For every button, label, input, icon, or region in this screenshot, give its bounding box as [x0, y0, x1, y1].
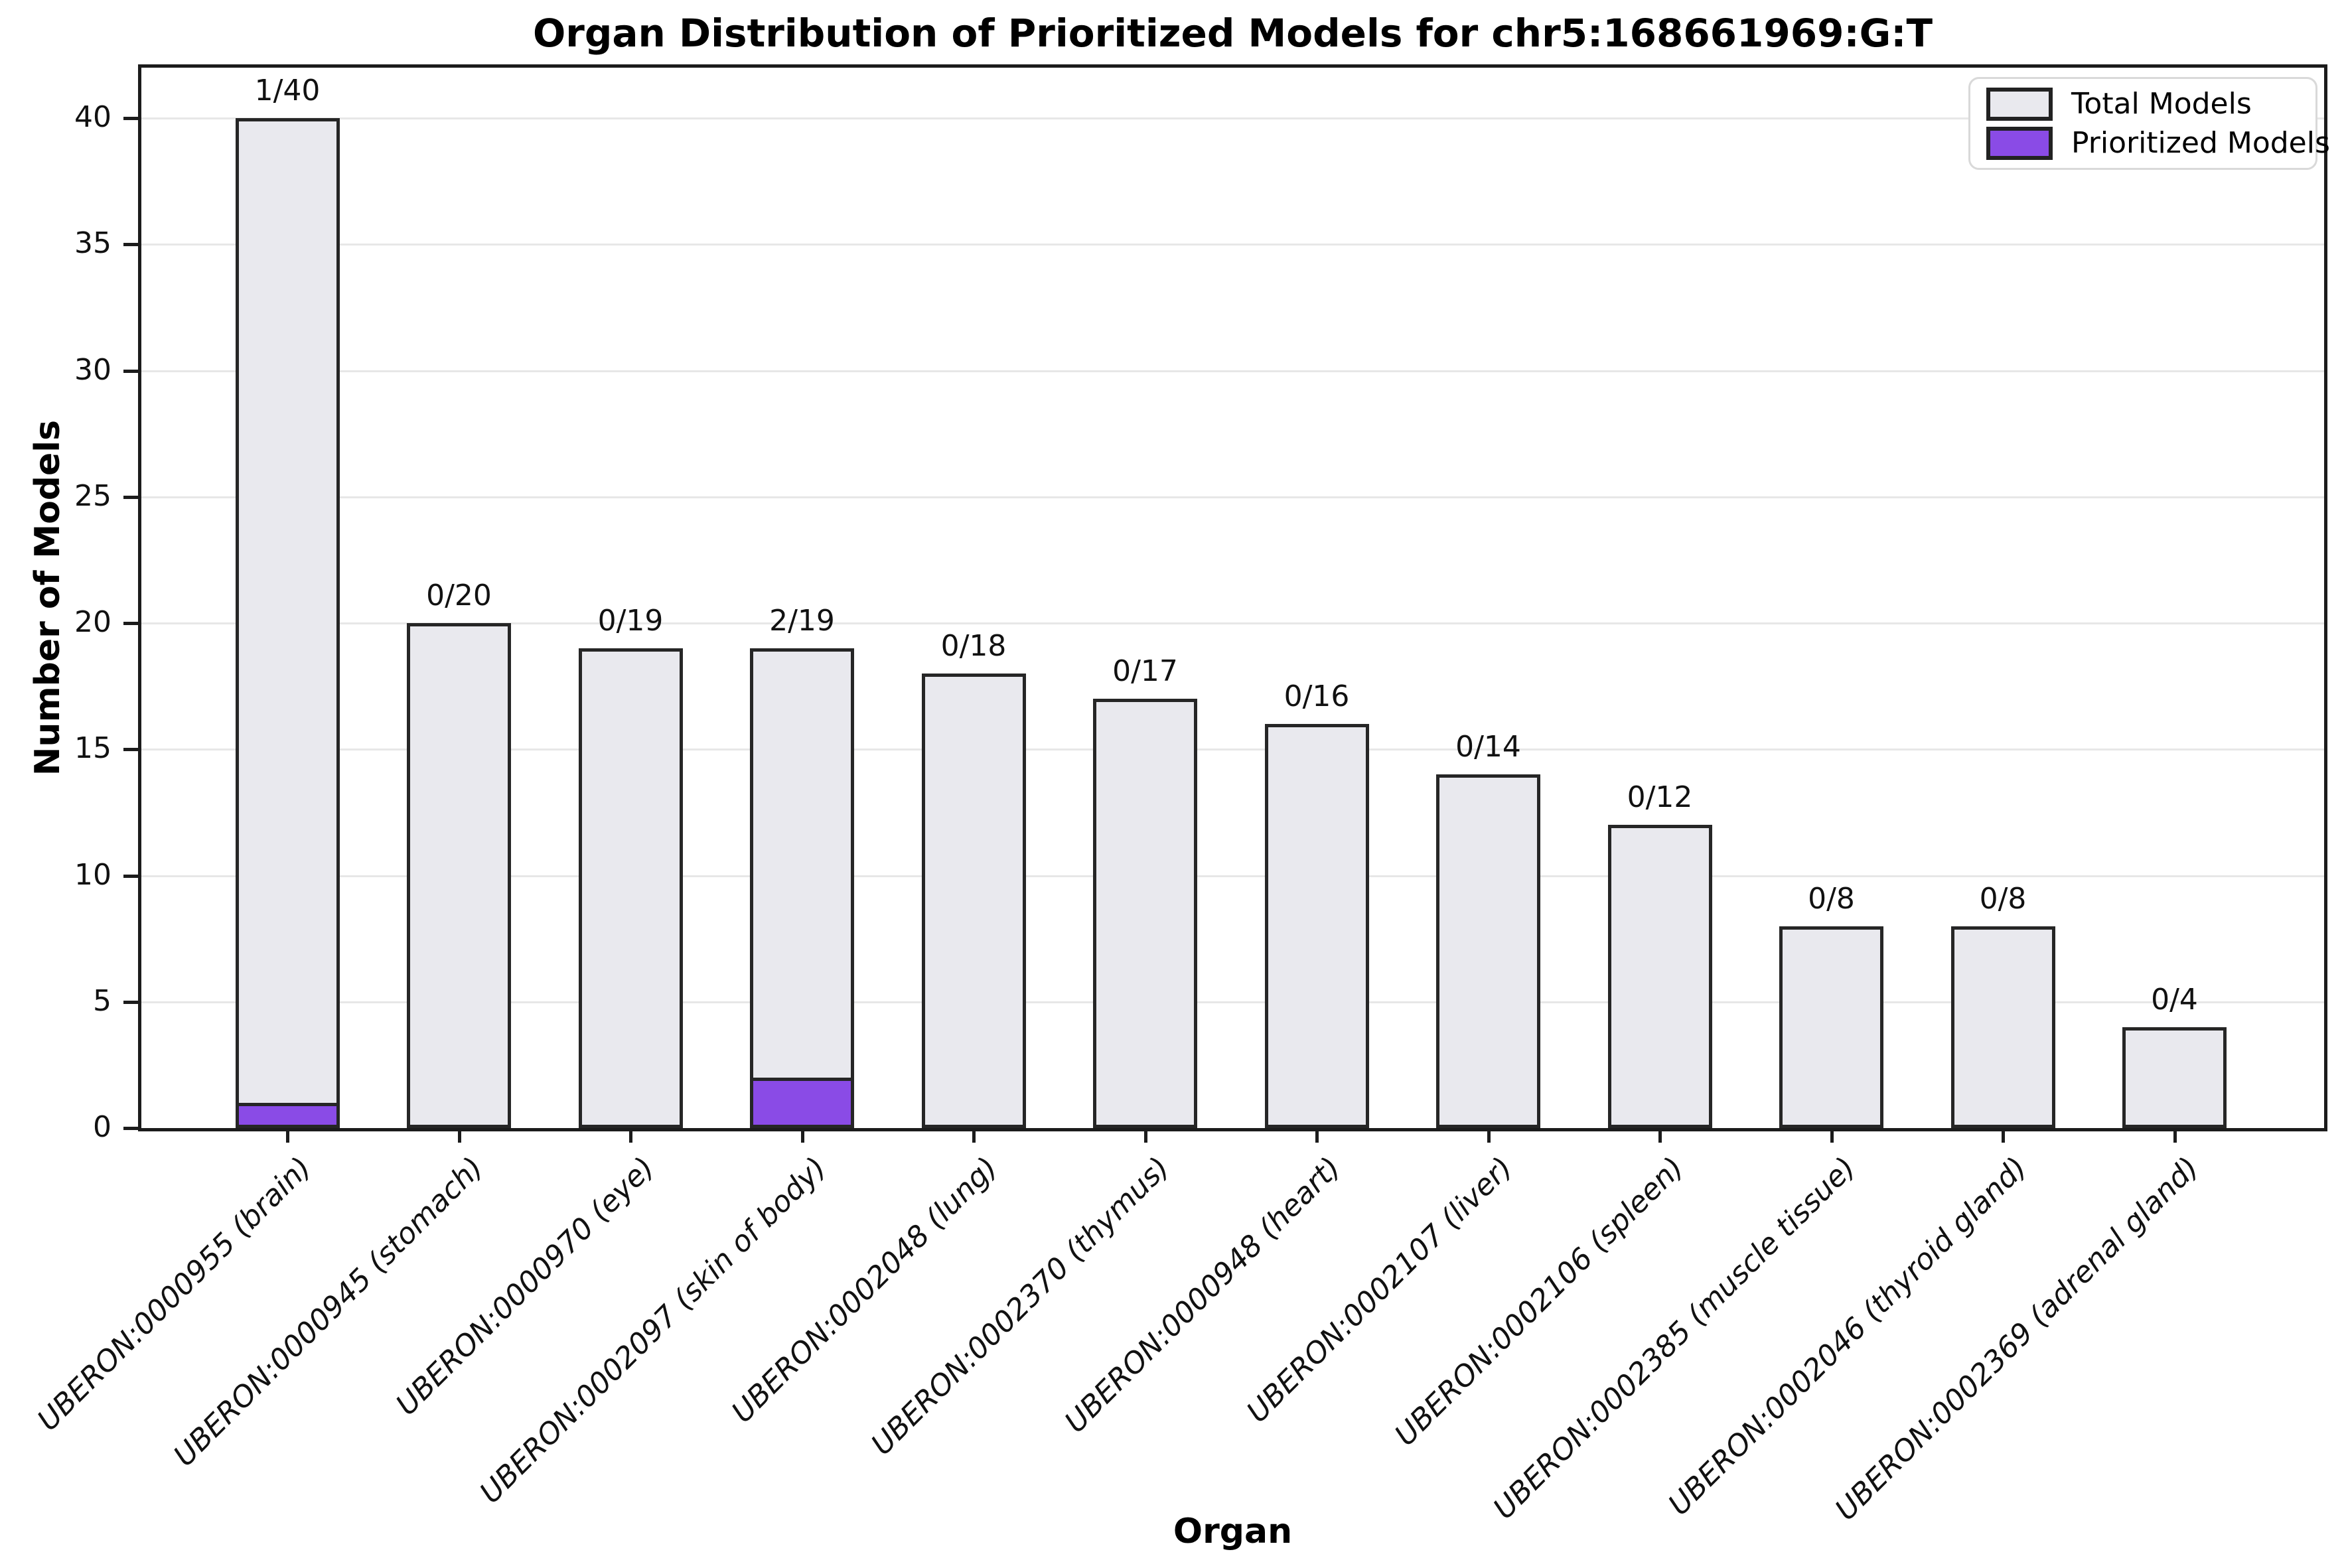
bar-prioritized — [235, 1102, 340, 1128]
y-tick-mark — [123, 495, 138, 499]
bar-total — [1607, 825, 1712, 1128]
chart-title: Organ Distribution of Prioritized Models… — [532, 11, 1933, 56]
x-tick-label: UBERON:0002385 (muscle tissue) — [1486, 1151, 1862, 1526]
bar-value-label: 0/4 — [2151, 982, 2198, 1017]
x-tick-label: UBERON:0002106 (spleen) — [1388, 1151, 1691, 1453]
plot-area: 1/40 UBERON:0000955 (brain) 0/20 UBERON:000… — [31, 64, 2327, 1527]
legend-swatch — [1986, 126, 2053, 160]
y-tick-mark — [123, 748, 138, 752]
bar-total — [407, 623, 511, 1128]
bar-value-label: 1/40 — [254, 74, 321, 108]
legend-label: Total Models — [2071, 87, 2252, 121]
x-tick-mark — [972, 1128, 976, 1143]
bar-total — [750, 648, 854, 1128]
y-tick-label: 10 — [74, 857, 111, 892]
x-axis-title: Organ — [1173, 1512, 1293, 1551]
bar-value-label: 0/19 — [597, 604, 664, 638]
y-tick-label: 20 — [74, 605, 111, 640]
y-tick-mark — [123, 622, 138, 626]
y-tick-mark — [123, 369, 138, 373]
x-tick-mark — [1830, 1128, 1834, 1143]
bar-total — [235, 118, 340, 1128]
y-tick-label: 0 — [93, 1110, 111, 1144]
bar-total — [578, 648, 683, 1128]
x-tick-label: UBERON:0000948 (heart) — [1058, 1151, 1348, 1440]
bar-value-label: 0/20 — [426, 579, 492, 613]
y-tick-label: 35 — [74, 226, 111, 261]
x-tick-mark — [1143, 1128, 1147, 1143]
x-tick-mark — [1315, 1128, 1319, 1143]
bar-prioritized — [750, 1077, 854, 1128]
y-tick-mark — [123, 1127, 138, 1130]
bar-total — [1264, 724, 1369, 1128]
gridline — [141, 622, 2324, 625]
x-tick-mark — [629, 1128, 632, 1143]
x-tick-mark — [1487, 1128, 1491, 1143]
gridline — [141, 875, 2324, 877]
y-tick-mark — [123, 243, 138, 247]
y-tick-mark — [123, 117, 138, 121]
x-tick-mark — [800, 1128, 804, 1143]
x-tick-label: UBERON:0002046 (thyroid gland) — [1662, 1151, 2034, 1522]
bar-total — [1436, 774, 1540, 1128]
y-tick-label: 15 — [74, 731, 111, 766]
bar-value-label: 0/14 — [1455, 730, 1521, 764]
bar-value-label: 2/19 — [769, 604, 835, 638]
bar-value-label: 0/8 — [1808, 881, 1855, 916]
y-tick-mark — [123, 1000, 138, 1004]
bar-total — [1950, 926, 2055, 1128]
legend: Total Models Prioritized Models — [1968, 77, 2330, 170]
bar-value-label: 0/17 — [1112, 654, 1178, 689]
x-tick-mark — [1658, 1128, 1662, 1143]
legend-swatch — [1986, 87, 2053, 121]
legend-label: Prioritized Models — [2071, 126, 2330, 160]
x-tick-mark — [2002, 1128, 2005, 1143]
bar-value-label: 0/16 — [1283, 679, 1350, 714]
gridline — [141, 496, 2324, 498]
gridline — [141, 1001, 2324, 1003]
gridline — [141, 370, 2324, 372]
y-tick-label: 40 — [74, 100, 111, 135]
gridline — [141, 244, 2324, 246]
y-axis-title: Number of Models — [28, 419, 68, 776]
bar-total — [921, 674, 1026, 1128]
bar-total — [1093, 699, 1197, 1128]
legend-item: Total Models — [1986, 87, 2315, 121]
bar-value-label: 0/18 — [940, 629, 1007, 664]
gridline — [141, 748, 2324, 751]
y-tick-mark — [123, 874, 138, 878]
x-tick-mark — [457, 1128, 461, 1143]
y-tick-label: 30 — [74, 352, 111, 387]
x-tick-mark — [2173, 1128, 2177, 1143]
x-tick-label: UBERON:0002097 (skin of body) — [473, 1151, 833, 1510]
legend-item: Prioritized Models — [1986, 126, 2330, 160]
bar-total — [1779, 926, 1883, 1128]
x-tick-label: UBERON:0002369 (adrenal gland) — [1828, 1151, 2205, 1528]
x-tick-mark — [286, 1128, 289, 1143]
x-tick-label: UBERON:0000955 (brain) — [31, 1151, 319, 1438]
x-tick-label: UBERON:0000945 (stomach) — [167, 1151, 490, 1474]
y-tick-label: 5 — [93, 983, 111, 1018]
bar-total — [2122, 1027, 2227, 1128]
x-tick-label: UBERON:0002370 (thymus) — [864, 1151, 1176, 1462]
bar-value-label: 0/8 — [1979, 881, 2027, 916]
bar-value-label: 0/12 — [1627, 780, 1693, 815]
gridline — [141, 117, 2324, 120]
y-tick-label: 25 — [74, 478, 111, 513]
